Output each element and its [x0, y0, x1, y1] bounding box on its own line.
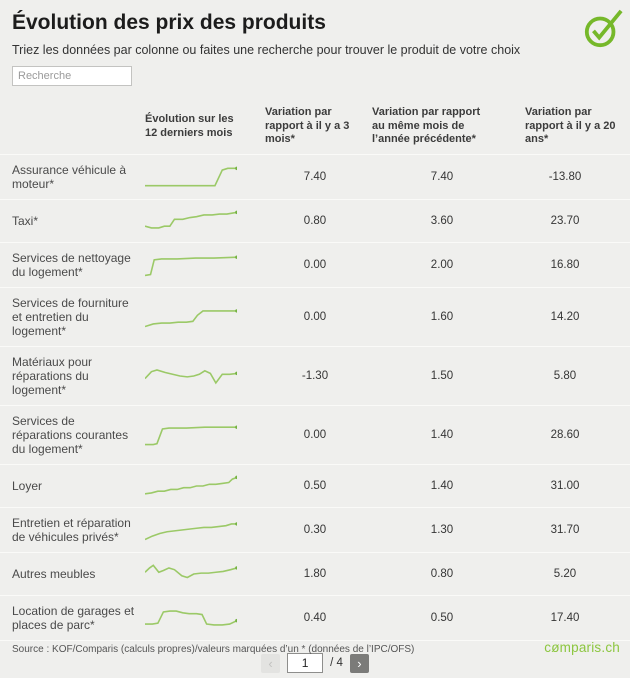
product-name: Services de nettoyage du logement* — [12, 251, 131, 279]
value-1-year: 1.60 — [430, 311, 454, 323]
sparkline-chart — [145, 522, 237, 543]
value-1-year: 0.50 — [430, 612, 454, 624]
footer: Source : KOF/Comparis (calculs propres)/… — [0, 640, 630, 655]
table-row: Matériaux pour réparations du logement* … — [0, 347, 630, 406]
comparis-logo: cømparis.ch — [544, 640, 620, 655]
value-20-years: 14.20 — [550, 311, 580, 323]
product-name: Loyer — [12, 479, 43, 493]
sparkline-chart — [145, 425, 237, 448]
header-variation-20-years[interactable]: Variation par rapport à il y a 20 ans* — [525, 106, 616, 146]
table-row: Loyer 0.50 1.40 31.00 — [0, 465, 630, 508]
table-row: Services de réparations courantes du log… — [0, 406, 630, 465]
source-text: Source : KOF/Comparis (calculs propres)/… — [12, 644, 415, 655]
sparkline-chart — [145, 166, 237, 190]
sparkline-chart — [145, 605, 237, 631]
sparkline-chart — [145, 255, 237, 278]
value-3-months: 0.30 — [303, 524, 327, 536]
value-20-years: 23.70 — [550, 215, 580, 227]
table-header-row: Évolution sur les 12 derniers mois Varia… — [0, 99, 630, 155]
value-1-year: 2.00 — [430, 259, 454, 271]
table-row: Taxi* 0.80 3.60 23.70 — [0, 200, 630, 243]
sparkline-chart — [145, 363, 237, 389]
value-20-years: -13.80 — [548, 171, 582, 183]
value-3-months: -1.30 — [301, 370, 329, 382]
value-1-year: 3.60 — [430, 215, 454, 227]
header: Évolution des prix des produits Triez le… — [0, 9, 630, 86]
table-row: Services de nettoyage du logement* 0.00 … — [0, 243, 630, 288]
next-page-button[interactable]: › — [349, 653, 369, 673]
value-1-year: 7.40 — [430, 171, 454, 183]
previous-page-button[interactable]: ‹ — [261, 653, 281, 673]
value-1-year: 1.50 — [430, 370, 454, 382]
page-total-label: / 4 — [330, 657, 343, 669]
product-name: Entretien et réparation de véhicules pri… — [12, 516, 131, 544]
value-3-months: 1.80 — [303, 568, 327, 580]
table-row: Autres meubles 1.80 0.80 5.20 — [0, 553, 630, 596]
price-table: Évolution sur les 12 derniers mois Varia… — [0, 99, 630, 641]
value-1-year: 1.30 — [430, 524, 454, 536]
sparkline-chart — [145, 475, 237, 499]
table-row: Entretien et réparation de véhicules pri… — [0, 508, 630, 553]
page-subtitle: Triez les données par colonne ou faites … — [12, 43, 521, 57]
value-20-years: 5.80 — [553, 370, 577, 382]
value-3-months: 0.50 — [303, 480, 327, 492]
value-1-year: 0.80 — [430, 568, 454, 580]
value-20-years: 31.00 — [550, 480, 580, 492]
value-20-years: 16.80 — [550, 259, 580, 271]
value-3-months: 0.00 — [303, 259, 327, 271]
value-20-years: 31.70 — [550, 524, 580, 536]
product-name: Assurance véhicule à moteur* — [12, 163, 127, 191]
search-input[interactable] — [12, 66, 132, 86]
header-variation-3-months[interactable]: Variation par rapport à il y a 3 mois* — [265, 106, 350, 146]
value-3-months: 7.40 — [303, 171, 327, 183]
table-row: Location de garages et places de parc* 0… — [0, 596, 630, 641]
value-3-months: 0.80 — [303, 215, 327, 227]
product-name: Autres meubles — [12, 567, 96, 581]
value-3-months: 0.00 — [303, 429, 327, 441]
product-name: Matériaux pour réparations du logement* — [12, 355, 93, 397]
value-1-year: 1.40 — [430, 429, 454, 441]
header-variation-1-year[interactable]: Variation par rapport au même mois de l’… — [372, 106, 481, 146]
comparis-check-icon — [584, 9, 623, 48]
page-number-input[interactable] — [287, 653, 324, 673]
table-row: Assurance véhicule à moteur* 7.40 7.40 -… — [0, 155, 630, 200]
page-title: Évolution des prix des produits — [12, 11, 326, 34]
sparkline-chart — [145, 561, 237, 587]
value-20-years: 28.60 — [550, 429, 580, 441]
value-1-year: 1.40 — [430, 480, 454, 492]
product-name: Location de garages et places de parc* — [12, 604, 135, 632]
header-evolution-12-months[interactable]: Évolution sur les 12 derniers mois — [145, 113, 234, 139]
product-name: Services de fourniture et entretien du l… — [12, 296, 129, 338]
value-20-years: 5.20 — [553, 568, 577, 580]
product-name: Taxi* — [12, 214, 39, 228]
value-3-months: 0.40 — [303, 612, 327, 624]
value-3-months: 0.00 — [303, 311, 327, 323]
sparkline-chart — [145, 309, 237, 330]
sparkline-chart — [145, 210, 237, 234]
table-row: Services de fourniture et entretien du l… — [0, 288, 630, 347]
value-20-years: 17.40 — [550, 612, 580, 624]
product-name: Services de réparations courantes du log… — [12, 414, 129, 456]
